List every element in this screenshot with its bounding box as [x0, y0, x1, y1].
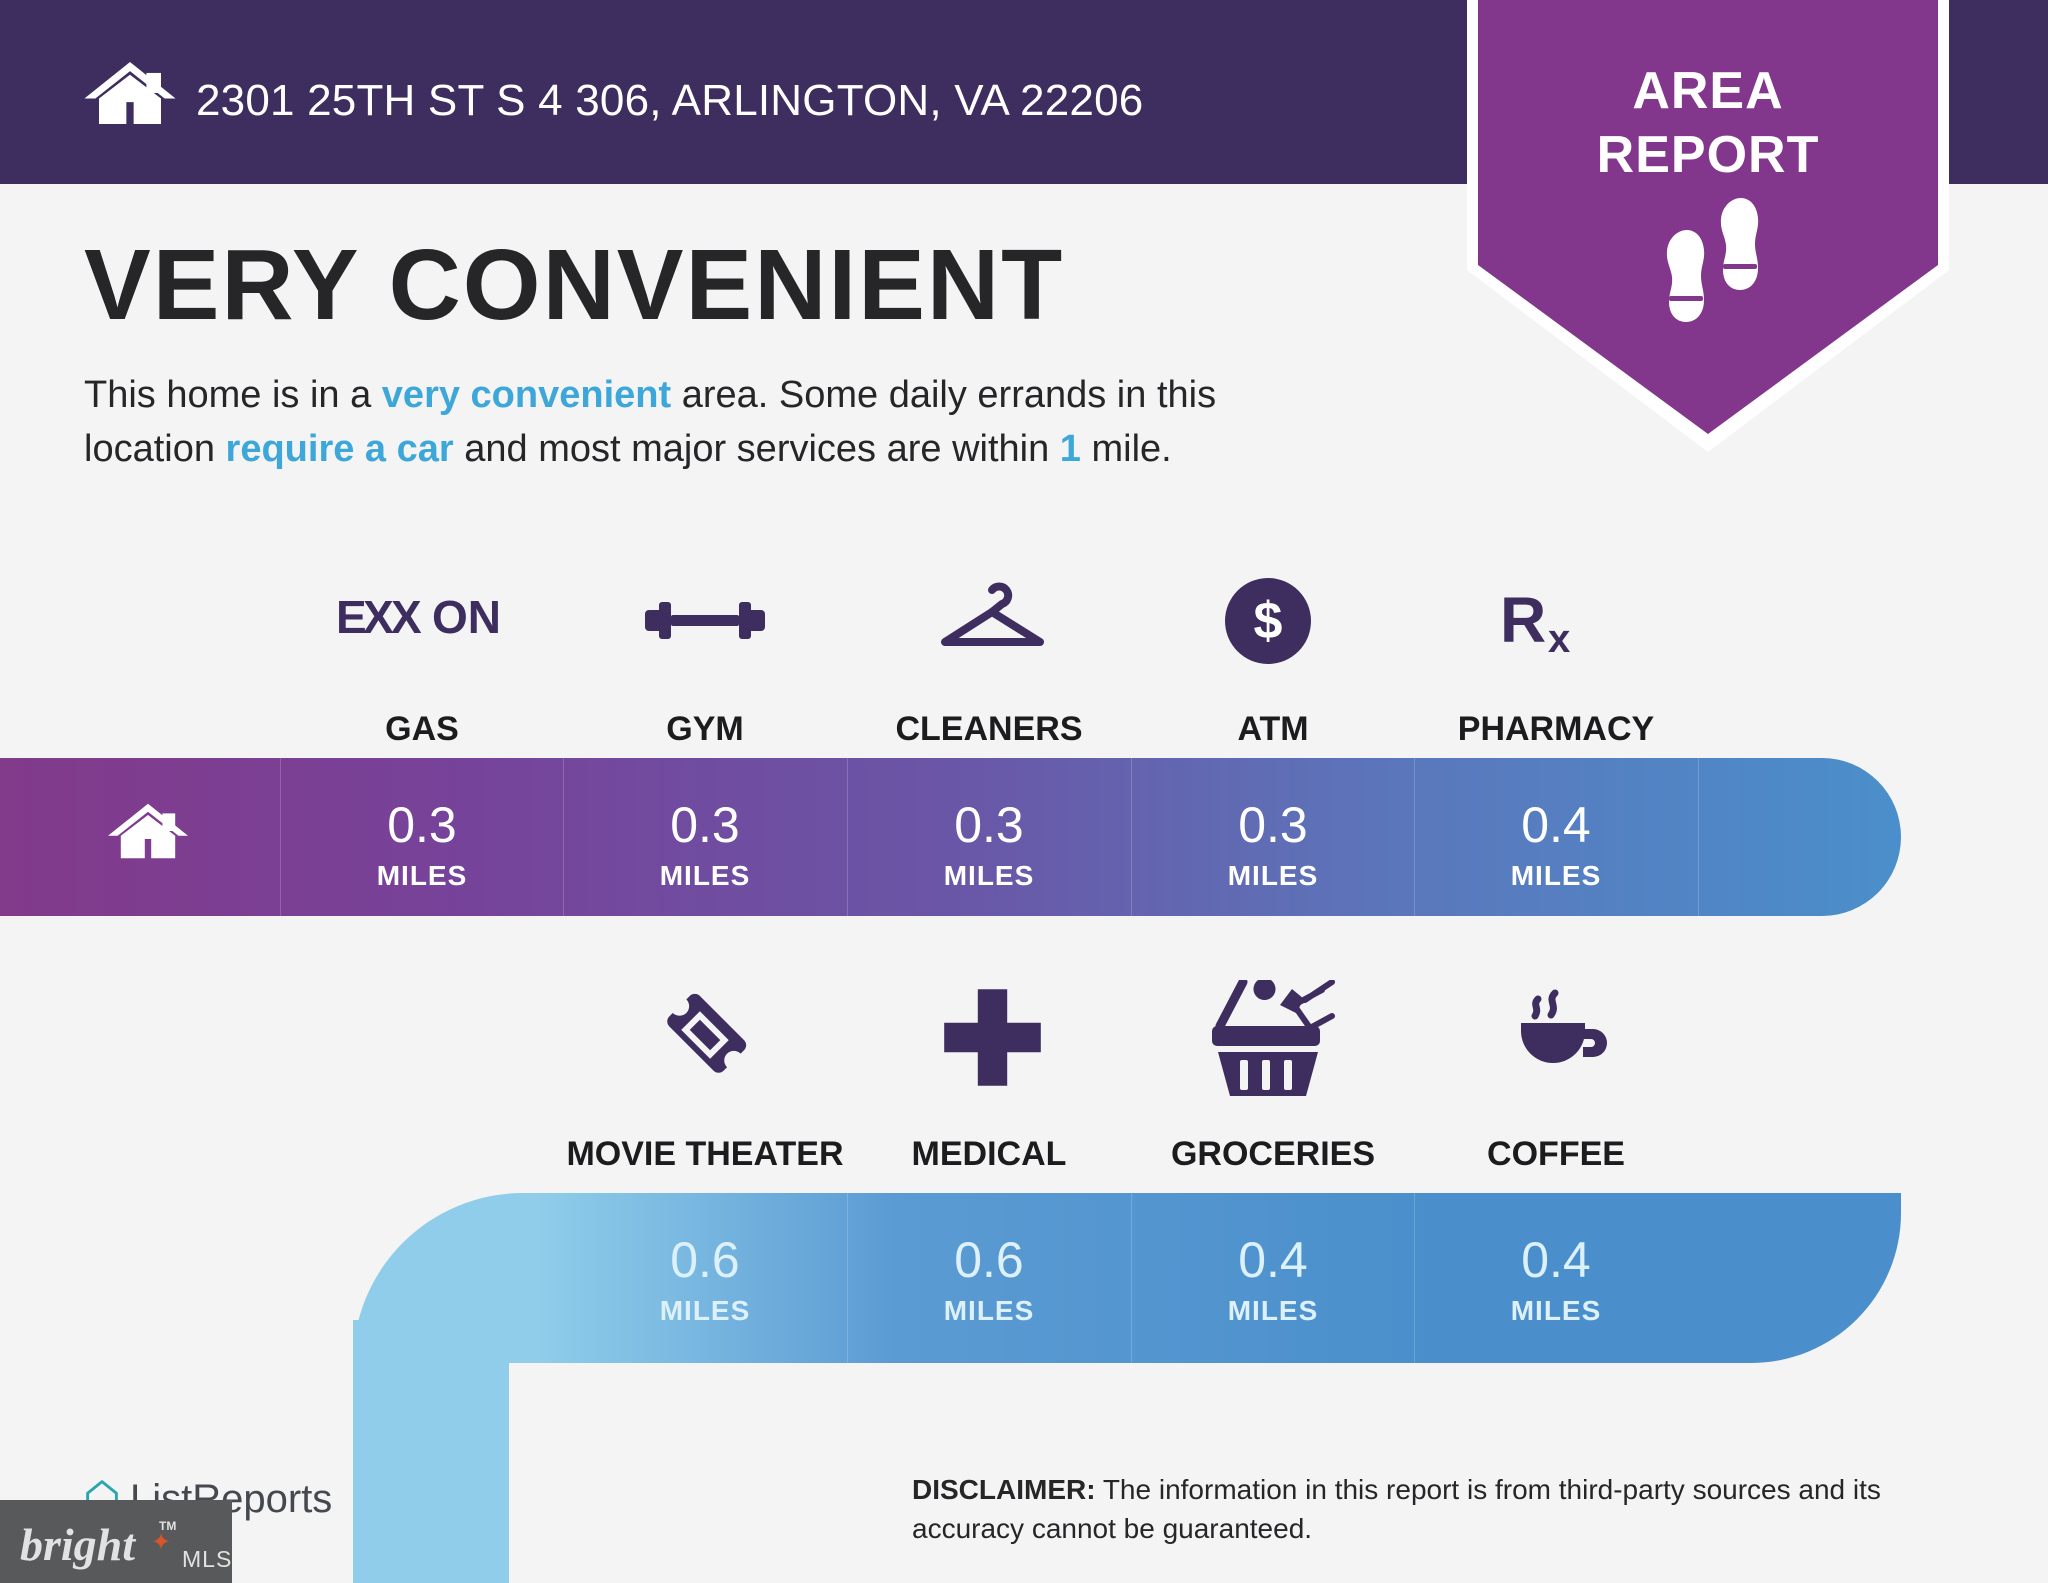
svg-text:ON: ON [432, 591, 501, 643]
svg-text:R: R [1500, 584, 1546, 656]
svg-text:X: X [363, 591, 394, 643]
svg-text:x: x [1548, 617, 1570, 660]
svg-text:$: $ [1254, 592, 1283, 650]
svg-text:X: X [391, 591, 422, 643]
